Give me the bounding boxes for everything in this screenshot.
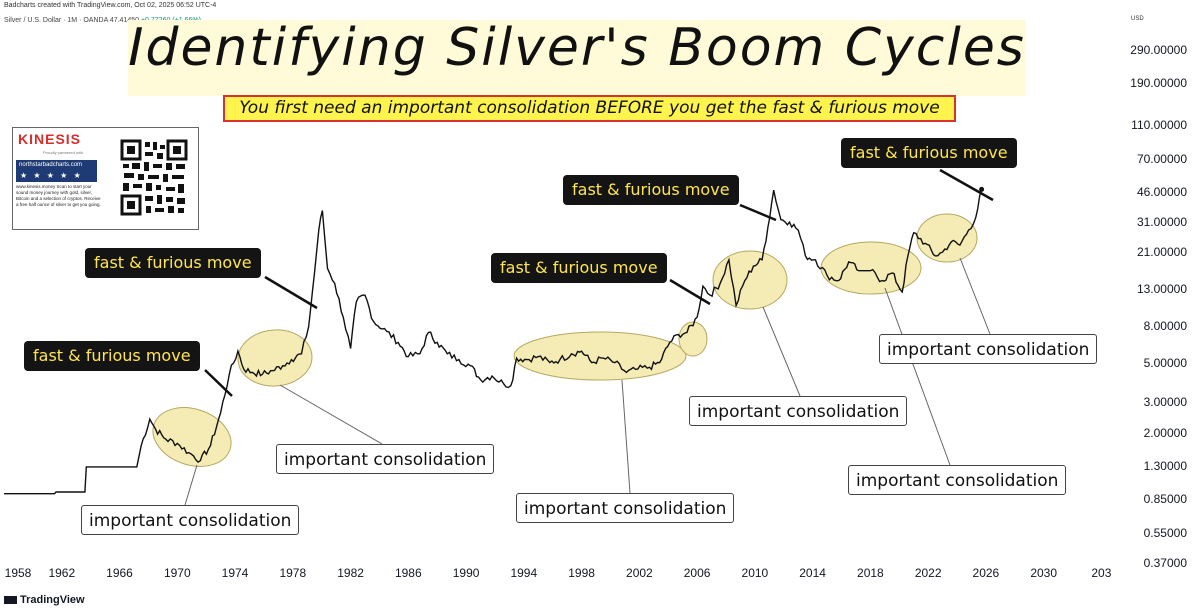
qr-code-icon[interactable]	[120, 139, 188, 216]
x-tick-label: 2002	[626, 566, 653, 580]
fast-move-pointer	[669, 278, 711, 306]
consolidation-pointer	[279, 384, 383, 445]
last-price-dot	[979, 186, 985, 192]
y-tick-label: 5.00000	[1143, 355, 1187, 370]
y-tick-label: 8.00000	[1143, 319, 1187, 334]
y-tick-label: 46.00000	[1136, 184, 1187, 199]
chart-title: Identifying Silver's Boom Cycles	[128, 18, 1026, 78]
x-tick-label: 1978	[279, 566, 307, 580]
x-tick-label: 2026	[972, 566, 1000, 580]
x-tick-label: 1962	[48, 566, 76, 580]
consolidation-callout-2017: important consolidation	[848, 465, 1067, 495]
chart-credit: Badcharts created with TradingView.com, …	[4, 2, 217, 9]
x-tick-label: 2022	[914, 566, 942, 580]
consolidation-pointer	[184, 464, 198, 506]
fast-move-pointer	[939, 168, 994, 202]
consolidation-ellipse	[237, 329, 313, 387]
fast-move-callout-1969: fast & furious move	[24, 341, 200, 371]
chart-subtitle: You first need an important consolidatio…	[223, 95, 956, 122]
consolidation-callout-2000: important consolidation	[516, 493, 735, 523]
consolidation-pointer	[621, 379, 631, 494]
symbol-name: Silver / U.S. Dollar · 1M · OANDA	[4, 17, 108, 24]
fast-move-callout-1974: fast & furious move	[85, 248, 261, 278]
x-tick-label: 2006	[683, 566, 711, 580]
fast-move-callout-2010: fast & furious move	[563, 175, 739, 205]
fast-move-callout-2005: fast & furious move	[491, 253, 667, 283]
y-tick-label: 1.30000	[1143, 459, 1187, 474]
tradingview-label: TradingView	[20, 594, 85, 606]
y-tick-label: 0.85000	[1143, 492, 1187, 506]
x-tick-label: 2018	[857, 566, 884, 580]
kinesis-promo: www.kinesis.money Scan to start your sou…	[16, 184, 101, 207]
y-tick-label: 110.00000	[1131, 117, 1187, 132]
x-tick-label: 1990	[452, 566, 480, 580]
y-tick-label: 290.00000	[1130, 43, 1187, 57]
fast-move-pointer	[204, 369, 233, 397]
consolidation-callout-1970: important consolidation	[81, 505, 300, 535]
consolidation-callout-2023: important consolidation	[879, 334, 1098, 364]
fast-move-pointer	[264, 275, 318, 310]
price-line	[4, 189, 983, 495]
kinesis-site: northstarbadcharts.com	[19, 162, 83, 168]
title-background	[128, 20, 1026, 96]
y-tick-label: 0.37000	[1143, 556, 1187, 570]
y-tick-label: 21.00000	[1136, 245, 1187, 260]
x-tick-label: 1994	[510, 566, 538, 580]
y-tick-label: 0.55000	[1143, 525, 1187, 540]
x-tick-label: 1974	[221, 566, 249, 580]
consolidation-pointer	[959, 257, 991, 335]
y-tick-label: 70.00000	[1136, 152, 1187, 167]
kinesis-ad[interactable]: KINESIS Proudly partnered with northstar…	[12, 127, 199, 230]
x-tick-label: 1966	[106, 566, 133, 580]
consolidation-callout-1976: important consolidation	[276, 444, 495, 474]
consolidation-ellipse	[712, 250, 788, 310]
rating-stars: ★ ★ ★ ★ ★	[20, 171, 83, 180]
y-tick-label: 13.00000	[1136, 282, 1187, 296]
x-tick-label: 1970	[163, 566, 191, 580]
kinesis-site-box: northstarbadcharts.com ★ ★ ★ ★ ★	[16, 160, 97, 182]
currency-label: USD	[1131, 16, 1144, 22]
kinesis-tagline: Proudly partnered with	[43, 150, 84, 155]
consolidation-callout-2008: important consolidation	[689, 396, 908, 426]
x-tick-label: 2014	[799, 566, 826, 580]
x-tick-label: 2030	[1030, 566, 1058, 580]
consolidation-pointer	[762, 306, 801, 397]
x-tick-label: 1982	[337, 566, 364, 580]
tradingview-logo-icon	[4, 596, 17, 605]
consolidation-ellipse	[678, 321, 708, 357]
consolidation-pointer	[884, 287, 951, 466]
x-tick-label: 203	[1091, 566, 1112, 580]
consolidation-ellipse	[916, 213, 978, 263]
x-tick-label: 2010	[741, 566, 769, 580]
x-tick-label: 1958	[4, 566, 32, 580]
y-tick-label: 31.00000	[1136, 215, 1187, 230]
y-tick-label: 2.00000	[1143, 426, 1187, 441]
consolidation-ellipse	[513, 331, 687, 381]
tradingview-brand[interactable]: TradingView	[4, 594, 85, 606]
x-tick-label: 1998	[568, 566, 595, 580]
y-tick-label: 3.00000	[1143, 394, 1187, 409]
y-tick-label: 190.00000	[1130, 75, 1187, 90]
consolidation-ellipses	[152, 213, 978, 467]
last-price: 47.41450	[109, 17, 140, 24]
fast-move-callout-2025: fast & furious move	[841, 138, 1017, 168]
consolidation-ellipse	[152, 407, 232, 467]
x-tick-label: 1986	[394, 566, 422, 580]
kinesis-logo: KINESIS	[18, 131, 82, 147]
